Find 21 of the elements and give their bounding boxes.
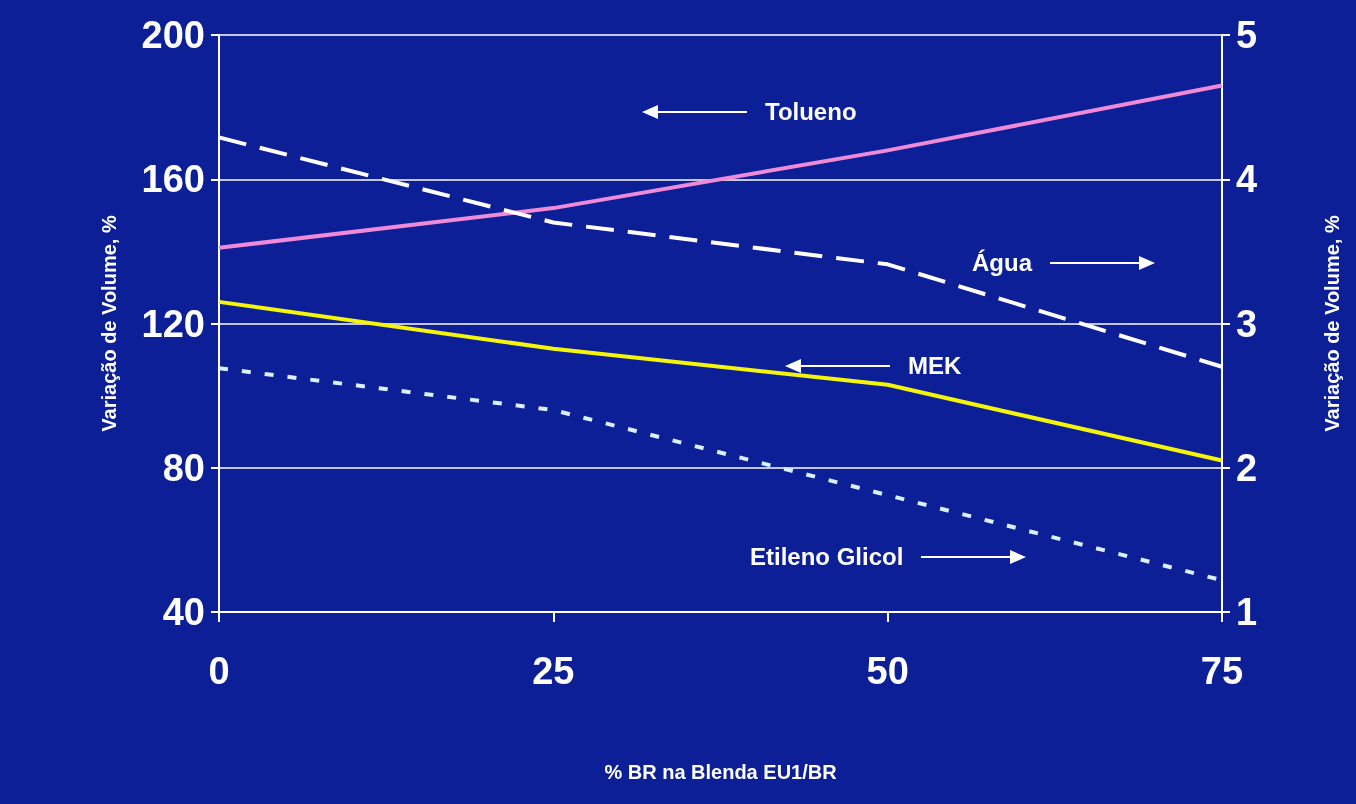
annotation: Etileno Glicol — [750, 543, 904, 571]
y2-tick-label: 2 — [1236, 446, 1258, 489]
x-axis-title: % BR na Blenda EU1/BR — [604, 761, 838, 783]
y-tick-label: 200 — [141, 14, 205, 56]
annotation: MEK — [908, 352, 962, 380]
x-tick-label: 50 — [866, 650, 909, 692]
y2-axis-title: Variação de Volume, % — [1321, 215, 1343, 432]
y-tick-label: 80 — [162, 446, 205, 489]
y-tick-label: 40 — [162, 591, 205, 633]
y-tick-label: 160 — [141, 158, 205, 201]
y2-tick-label: 1 — [1236, 591, 1258, 633]
annotation: Tolueno — [765, 98, 857, 126]
y2-tick-label: 5 — [1236, 14, 1258, 56]
y-tick-label: 120 — [141, 302, 205, 345]
x-tick-label: 75 — [1200, 650, 1244, 692]
y2-tick-label: 3 — [1236, 302, 1258, 345]
x-tick-label: 25 — [532, 650, 575, 692]
y-axis-title: Variação de Volume, % — [98, 215, 120, 432]
y2-tick-label: 4 — [1236, 158, 1258, 201]
annotation: Água — [972, 249, 1032, 277]
x-tick-label: 0 — [208, 650, 230, 692]
